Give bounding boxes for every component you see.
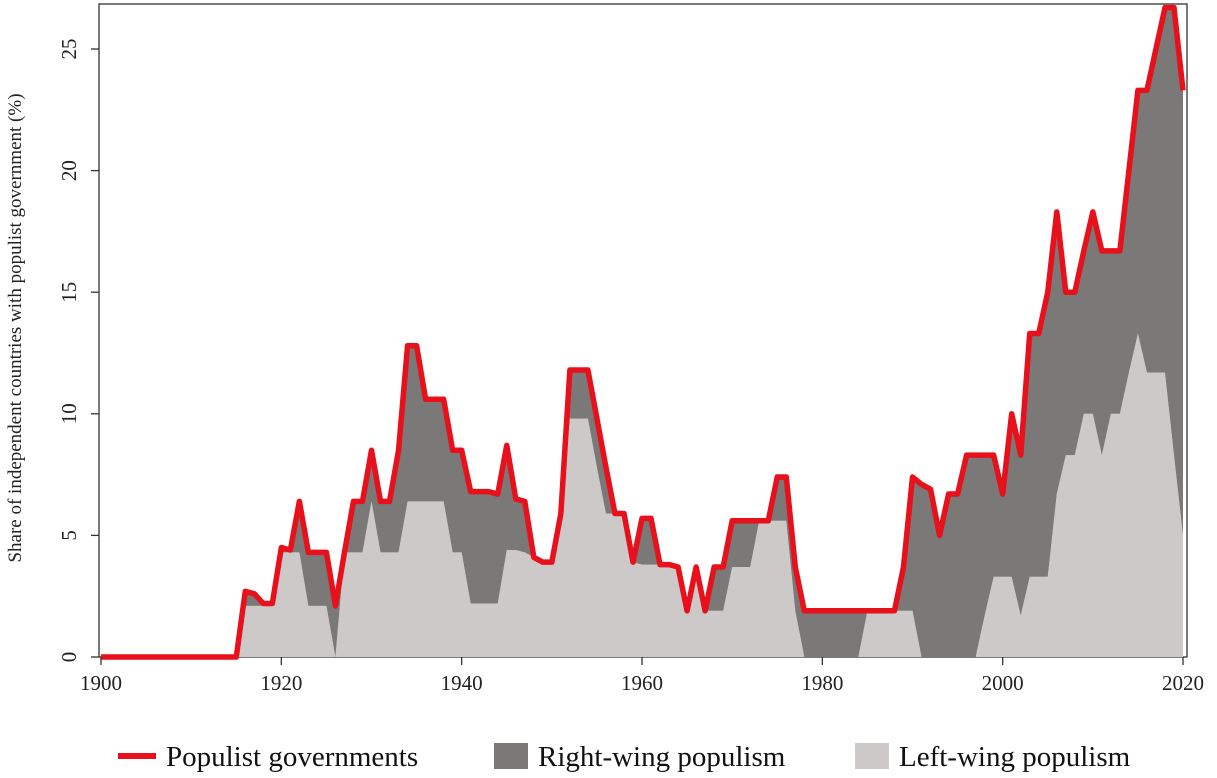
axes: 0 5 10 15 20 25 1900 1920 1940 1960 1980 2000 2020: [57, 39, 1204, 696]
legend: Populist governments Right-wing populism L…: [118, 741, 1131, 773]
right-wing-populism-area: [101, 7, 1183, 658]
legend-label-right: Right-wing populism: [538, 741, 786, 773]
y-tick-label: 20: [57, 160, 81, 181]
populist-line-layer: [101, 4, 1186, 660]
x-tick-label: 2020: [1162, 671, 1204, 695]
legend-label-populist: Populist governments: [166, 741, 418, 773]
y-tick-label: 25: [57, 39, 81, 60]
y-tick-label: 15: [57, 282, 81, 303]
x-tick-label: 1900: [80, 671, 122, 695]
left-wing-populism-area: [101, 333, 1183, 657]
x-tick-label: 2000: [982, 671, 1024, 695]
populist-governments-line: [101, 4, 1186, 660]
x-tick-label: 1940: [441, 671, 483, 695]
left-wing-area-layer: [101, 333, 1183, 657]
legend-swatch-left: [855, 743, 889, 769]
x-tick-label: 1960: [621, 671, 663, 695]
y-axis-title: Share of independent countries with popu…: [5, 93, 26, 562]
legend-label-left: Left-wing populism: [899, 741, 1131, 773]
y-tick-label: 5: [57, 530, 81, 541]
x-tick-label: 1920: [260, 671, 302, 695]
legend-swatch-right: [494, 743, 528, 769]
right-wing-area-layer: [101, 7, 1183, 658]
y-tick-label: 0: [57, 652, 81, 663]
y-tick-label: 10: [57, 403, 81, 424]
x-tick-label: 1980: [801, 671, 843, 695]
